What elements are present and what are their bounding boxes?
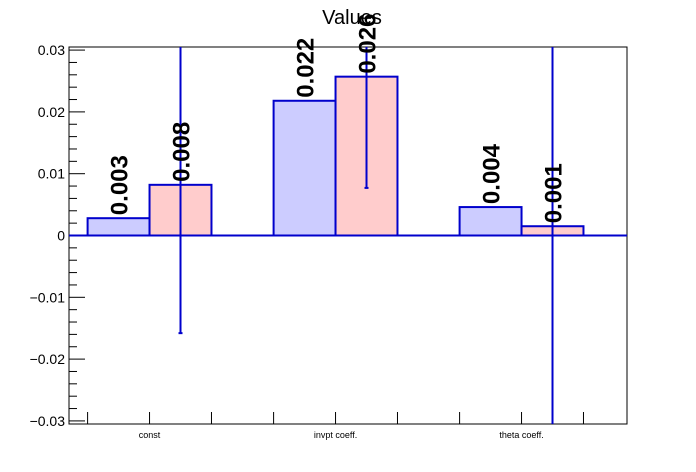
bar-value-label: 0.003	[107, 155, 134, 215]
bar-value-label: 0.022	[293, 38, 320, 98]
bar-value-label: 0.008	[169, 122, 196, 182]
x-category-label: const	[139, 430, 161, 440]
bar-value-label: 0.001	[541, 163, 568, 223]
y-tick-label: 0	[57, 228, 65, 244]
bar	[458, 206, 523, 237]
x-category-label: invpt coeff.	[314, 430, 357, 440]
y-tick-label: −0.01	[30, 289, 66, 305]
y-tick-label: −0.02	[30, 351, 66, 367]
bar-value-label: 0.026	[355, 14, 382, 74]
y-tick-label: 0.01	[38, 166, 65, 182]
bar	[272, 99, 337, 237]
y-tick-label: 0.03	[38, 42, 65, 58]
y-tick-label: 0.02	[38, 104, 65, 120]
bar	[86, 217, 151, 237]
bar-value-label: 0.004	[479, 143, 506, 204]
x-category-label: theta coeff.	[499, 430, 543, 440]
y-tick-label: −0.03	[30, 413, 66, 429]
chart-title: Values	[322, 7, 382, 29]
